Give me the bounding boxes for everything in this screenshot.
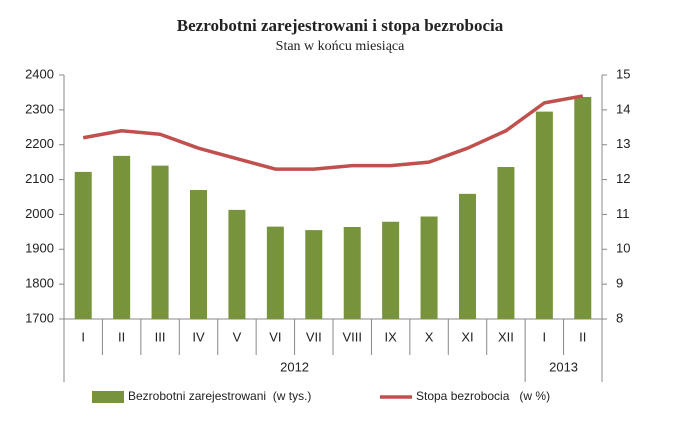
x-tick-label: I bbox=[81, 329, 85, 344]
bar bbox=[113, 155, 131, 319]
y-tick-label: 2200 bbox=[25, 136, 54, 151]
y2-tick-label: 12 bbox=[616, 171, 630, 186]
bar bbox=[497, 167, 515, 319]
x-tick-label: X bbox=[425, 329, 434, 344]
y2-tick-label: 10 bbox=[616, 241, 630, 256]
x-tick-label: V bbox=[233, 329, 242, 344]
chart-title: Bezrobotni zarejestrowani i stopa bezrob… bbox=[177, 16, 504, 35]
x-tick-label: XII bbox=[498, 329, 514, 344]
x-tick-label: XI bbox=[461, 329, 473, 344]
y-tick-label: 1900 bbox=[25, 241, 54, 256]
bar bbox=[151, 165, 169, 319]
bar bbox=[305, 230, 323, 319]
y-tick-label: 2000 bbox=[25, 206, 54, 221]
chart-subtitle: Stan w końcu miesiąca bbox=[276, 39, 405, 54]
bar bbox=[459, 193, 476, 319]
bar bbox=[343, 226, 361, 319]
y2-tick-label: 11 bbox=[616, 206, 630, 221]
x-tick-label: VII bbox=[306, 329, 322, 344]
bar bbox=[382, 221, 400, 319]
y-tick-label: 1800 bbox=[25, 276, 54, 291]
bar bbox=[535, 111, 553, 319]
bar bbox=[74, 171, 92, 319]
y2-tick-label: 14 bbox=[616, 101, 630, 116]
line bbox=[82, 94, 584, 171]
x-tick-label: I bbox=[543, 329, 547, 344]
y-tick-label: 2100 bbox=[25, 171, 54, 186]
x-tick-label: III bbox=[155, 329, 166, 344]
x-tick-label: II bbox=[118, 329, 125, 344]
y2-tick-label: 15 bbox=[616, 66, 630, 81]
x-tick-label: VIII bbox=[342, 329, 362, 344]
bar bbox=[420, 216, 438, 319]
x-tick-label: VI bbox=[269, 329, 281, 344]
bar bbox=[190, 190, 207, 319]
y2-tick-label: 8 bbox=[616, 310, 623, 325]
group-label: 2012 bbox=[280, 359, 309, 374]
x-tick-label: IX bbox=[384, 329, 397, 344]
y-tick-label: 2300 bbox=[25, 101, 54, 116]
bar bbox=[574, 96, 592, 320]
legend-label: Stopa bezrobocia (w %) bbox=[416, 389, 550, 403]
y2-tick-label: 9 bbox=[616, 276, 623, 291]
x-tick-label: IV bbox=[192, 329, 205, 344]
x-tick-label: II bbox=[579, 329, 586, 344]
y-tick-label: 1700 bbox=[25, 310, 54, 325]
legend-swatch bbox=[92, 391, 124, 403]
legend-label: Bezrobotni zarejestrowani (w tys.) bbox=[128, 389, 311, 403]
group-label: 2013 bbox=[549, 359, 578, 374]
bar bbox=[228, 209, 246, 319]
y2-tick-label: 13 bbox=[616, 136, 630, 151]
y-tick-label: 2400 bbox=[25, 66, 54, 81]
bar bbox=[266, 226, 284, 319]
